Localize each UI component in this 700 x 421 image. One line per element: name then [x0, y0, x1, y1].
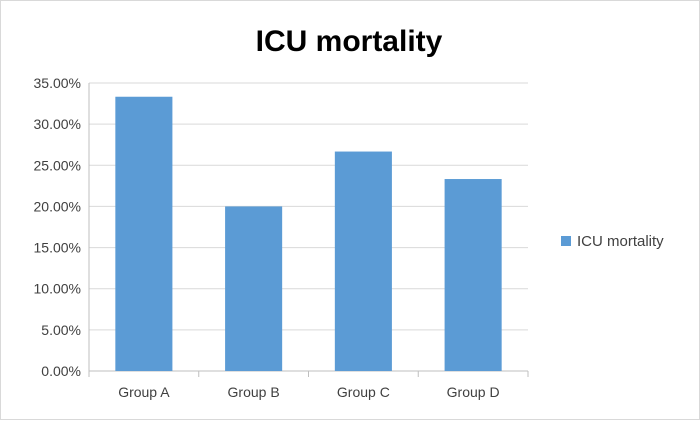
legend: ICU mortality	[561, 233, 664, 250]
y-tick-labels: 0.00% 5.00% 10.00% 15.00% 20.00% 25.00% 30.00%…	[34, 75, 81, 379]
chart-title: ICU mortality	[256, 25, 443, 58]
x-tick-label: Group B	[228, 384, 280, 400]
y-tick-label: 15.00%	[34, 240, 81, 256]
x-tick-label: Group C	[337, 384, 390, 400]
y-tick-label: 10.00%	[34, 281, 81, 297]
legend-label: ICU mortality	[577, 233, 664, 250]
y-tick-label: 30.00%	[34, 116, 81, 132]
bar	[334, 151, 392, 371]
x-tick-label: Group D	[447, 384, 500, 400]
legend-swatch	[561, 236, 571, 246]
bar	[115, 96, 173, 372]
y-tick-label: 25.00%	[34, 157, 81, 173]
x-tick-label: Group A	[118, 384, 170, 400]
bar	[444, 179, 502, 371]
x-tick-labels: Group A Group B Group C Group D	[118, 384, 499, 400]
bars	[115, 96, 502, 372]
y-tick-label: 5.00%	[41, 322, 81, 338]
bar	[225, 206, 283, 371]
y-tick-label: 35.00%	[34, 75, 81, 91]
y-tick-label: 0.00%	[41, 363, 81, 379]
y-tick-label: 20.00%	[34, 198, 81, 214]
